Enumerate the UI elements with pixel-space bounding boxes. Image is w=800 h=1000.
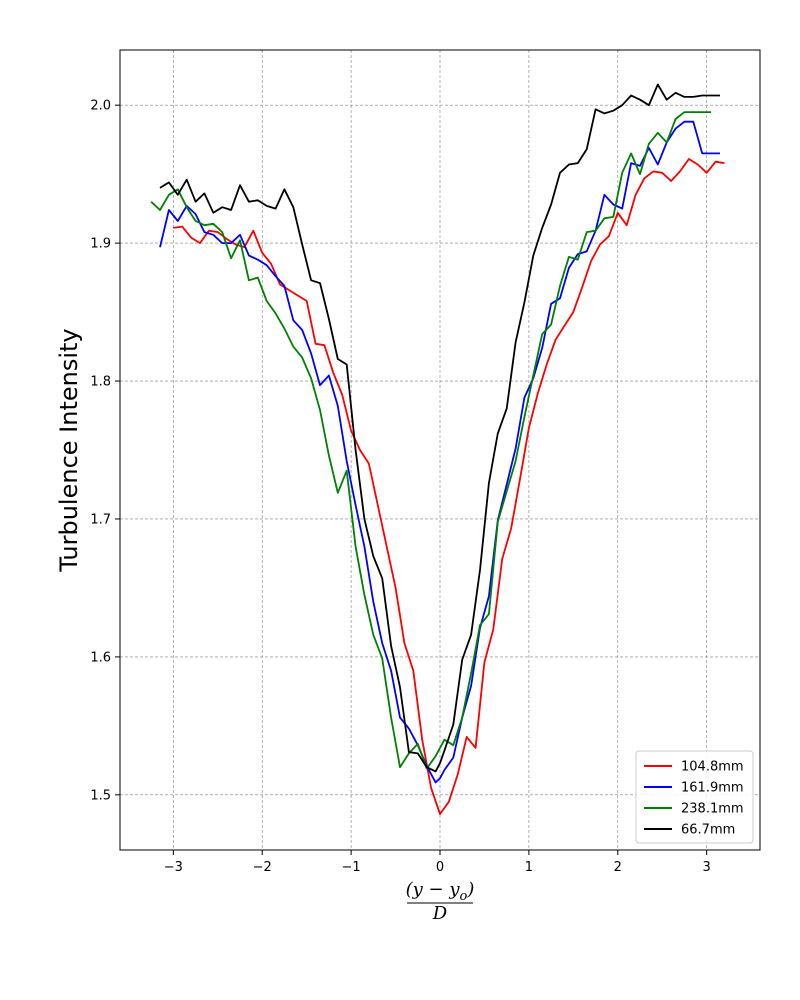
series-line-238.1mm	[150, 111, 712, 770]
x-tick-label: −2	[253, 860, 272, 875]
y-tick-label: 1.7	[90, 512, 111, 527]
x-tick-label: −1	[342, 860, 361, 875]
legend-box	[635, 750, 754, 844]
x-tick-label: 0	[436, 860, 444, 875]
legend-label: 161.9mm	[681, 781, 744, 796]
legend-label: 66.7mm	[681, 823, 735, 838]
series-line-161.9mm	[159, 120, 720, 784]
axis-ticks: −3 −2 −1 0 1 2 3 1.5 1.6 1.7 1.8 1.9 2.0	[90, 99, 710, 875]
y-tick-label: 1.8	[90, 375, 111, 390]
x-tick-label: 2	[614, 860, 622, 875]
legend-label: 104.8mm	[681, 760, 744, 775]
x-tick-label: 1	[525, 860, 533, 875]
legend: 104.8mm 161.9mm 238.1mm 66.7mm	[635, 750, 754, 844]
y-tick-label: 1.5	[90, 788, 111, 803]
y-axis-label: Turbulence Intensity	[55, 328, 83, 572]
grid-lines	[120, 50, 760, 850]
series-line-66.7mm	[159, 83, 720, 773]
x-axis-label-denominator: D	[432, 903, 448, 924]
x-axis-label-numerator: (y − yo)	[406, 879, 475, 904]
series-line-104.8mm	[173, 158, 725, 815]
y-tick-label: 1.6	[90, 650, 111, 665]
x-tick-label: 3	[703, 860, 711, 875]
y-tick-label: 2.0	[90, 99, 111, 114]
y-tick-label: 1.9	[90, 237, 111, 252]
x-axis-label: (y − yo) D	[406, 879, 475, 924]
x-tick-label: −3	[164, 860, 183, 875]
legend-label: 238.1mm	[681, 802, 744, 817]
series-lines	[150, 83, 725, 815]
